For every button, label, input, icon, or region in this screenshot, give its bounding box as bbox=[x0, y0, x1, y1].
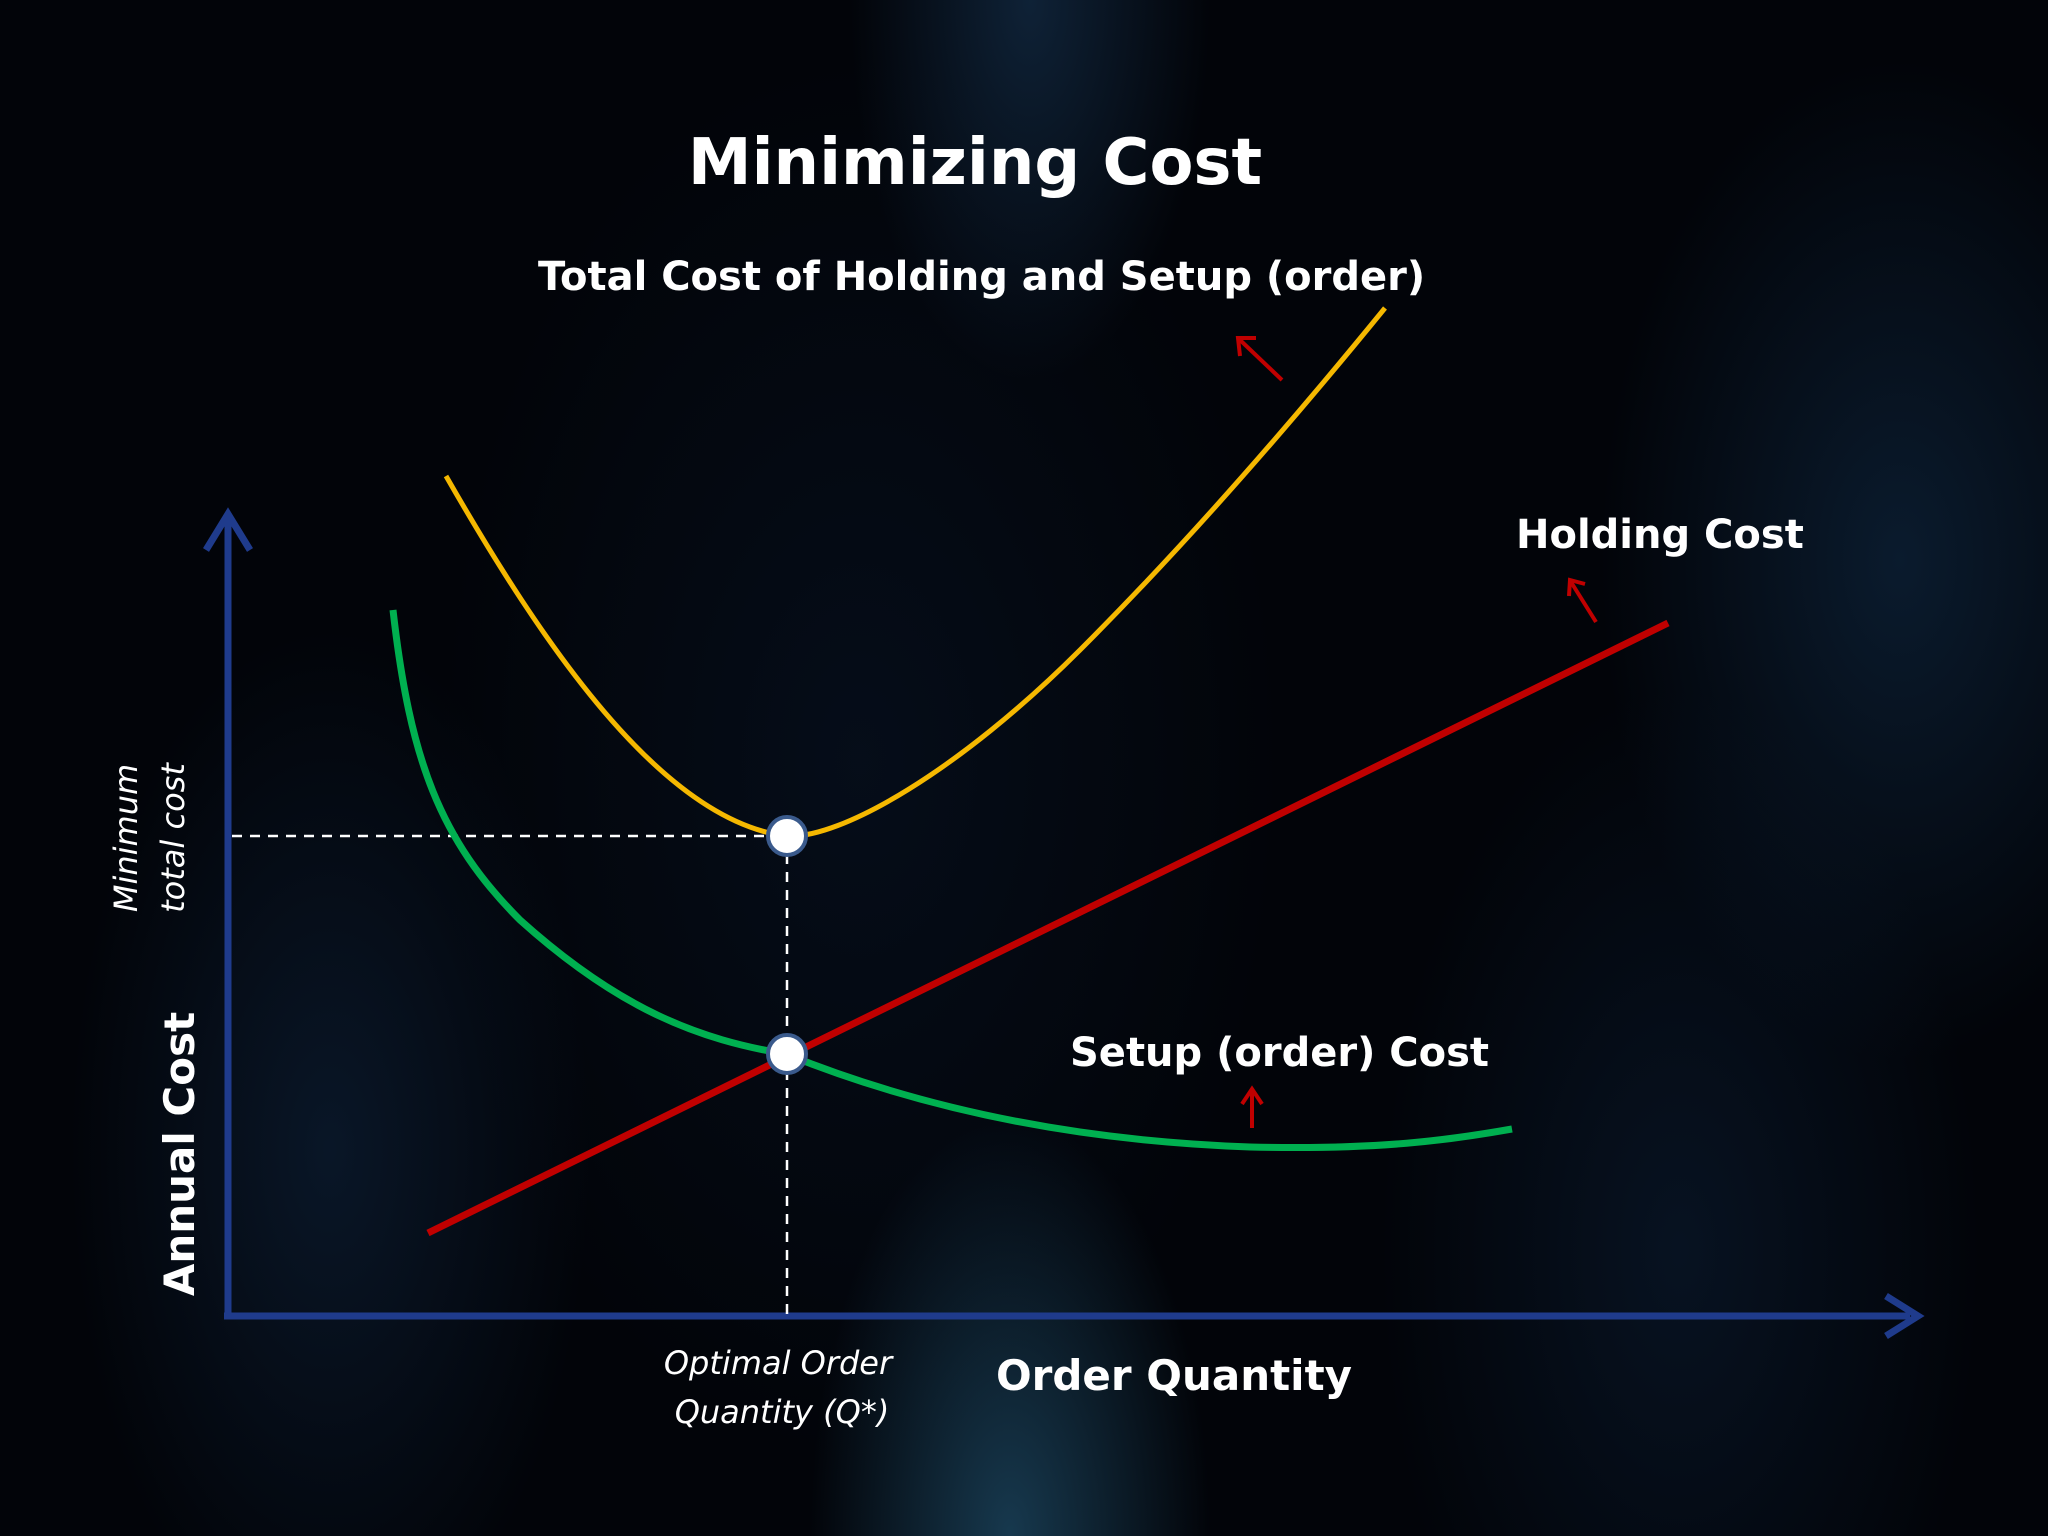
optimal-quantity-label-line1: Optimal Order bbox=[664, 1344, 894, 1382]
setup-cost-pointer-arrow bbox=[1240, 1085, 1264, 1128]
min-cost-label-line1: Minimum bbox=[107, 764, 145, 912]
intersection-point bbox=[766, 1033, 808, 1075]
x-axis-label: Order Quantity bbox=[996, 1351, 1352, 1400]
holding-cost-pointer-arrow bbox=[1567, 577, 1598, 624]
total-cost-label: Total Cost of Holding and Setup (order) bbox=[538, 254, 1425, 300]
optimal-quantity-label-line2: Quantity (Q*) bbox=[675, 1393, 890, 1431]
holding-cost-label: Holding Cost bbox=[1516, 512, 1804, 558]
holding-cost-curve bbox=[426, 619, 1670, 1237]
total-cost-curve bbox=[443, 306, 1387, 839]
x-axis-arrowhead bbox=[1884, 1293, 1925, 1339]
y-axis-label: Annual Cost bbox=[155, 1012, 204, 1296]
minimum-total-cost-point bbox=[766, 815, 808, 857]
total-cost-pointer-arrow bbox=[1235, 336, 1284, 382]
min-cost-label-line2: total cost bbox=[154, 762, 192, 913]
setup-cost-label: Setup (order) Cost bbox=[1070, 1030, 1489, 1076]
slide-title: Minimizing Cost bbox=[688, 126, 1262, 200]
y-axis-arrowhead bbox=[203, 507, 253, 552]
